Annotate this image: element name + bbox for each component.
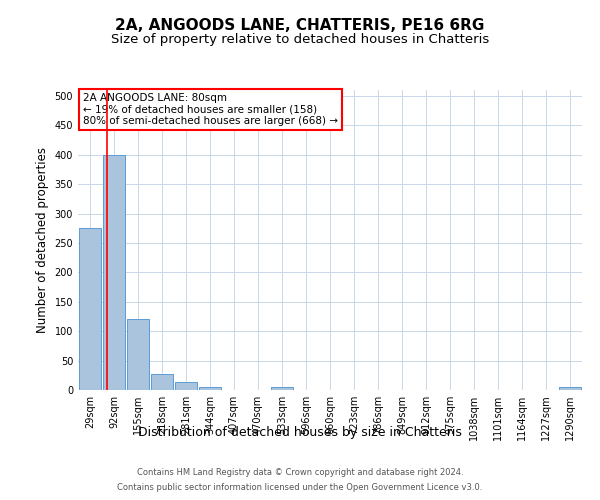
Text: 2A ANGOODS LANE: 80sqm
← 19% of detached houses are smaller (158)
80% of semi-de: 2A ANGOODS LANE: 80sqm ← 19% of detached… bbox=[83, 93, 338, 126]
Text: 2A, ANGOODS LANE, CHATTERIS, PE16 6RG: 2A, ANGOODS LANE, CHATTERIS, PE16 6RG bbox=[115, 18, 485, 32]
Text: Size of property relative to detached houses in Chatteris: Size of property relative to detached ho… bbox=[111, 32, 489, 46]
Bar bbox=[79, 228, 101, 390]
Bar bbox=[127, 320, 149, 390]
Text: Contains public sector information licensed under the Open Government Licence v3: Contains public sector information licen… bbox=[118, 483, 482, 492]
Bar bbox=[103, 154, 125, 390]
Bar bbox=[175, 382, 197, 390]
Text: Contains HM Land Registry data © Crown copyright and database right 2024.: Contains HM Land Registry data © Crown c… bbox=[137, 468, 463, 477]
Bar bbox=[559, 387, 581, 390]
Bar bbox=[271, 387, 293, 390]
Text: Distribution of detached houses by size in Chatteris: Distribution of detached houses by size … bbox=[138, 426, 462, 439]
Bar bbox=[199, 387, 221, 390]
Bar bbox=[151, 374, 173, 390]
Y-axis label: Number of detached properties: Number of detached properties bbox=[36, 147, 49, 333]
